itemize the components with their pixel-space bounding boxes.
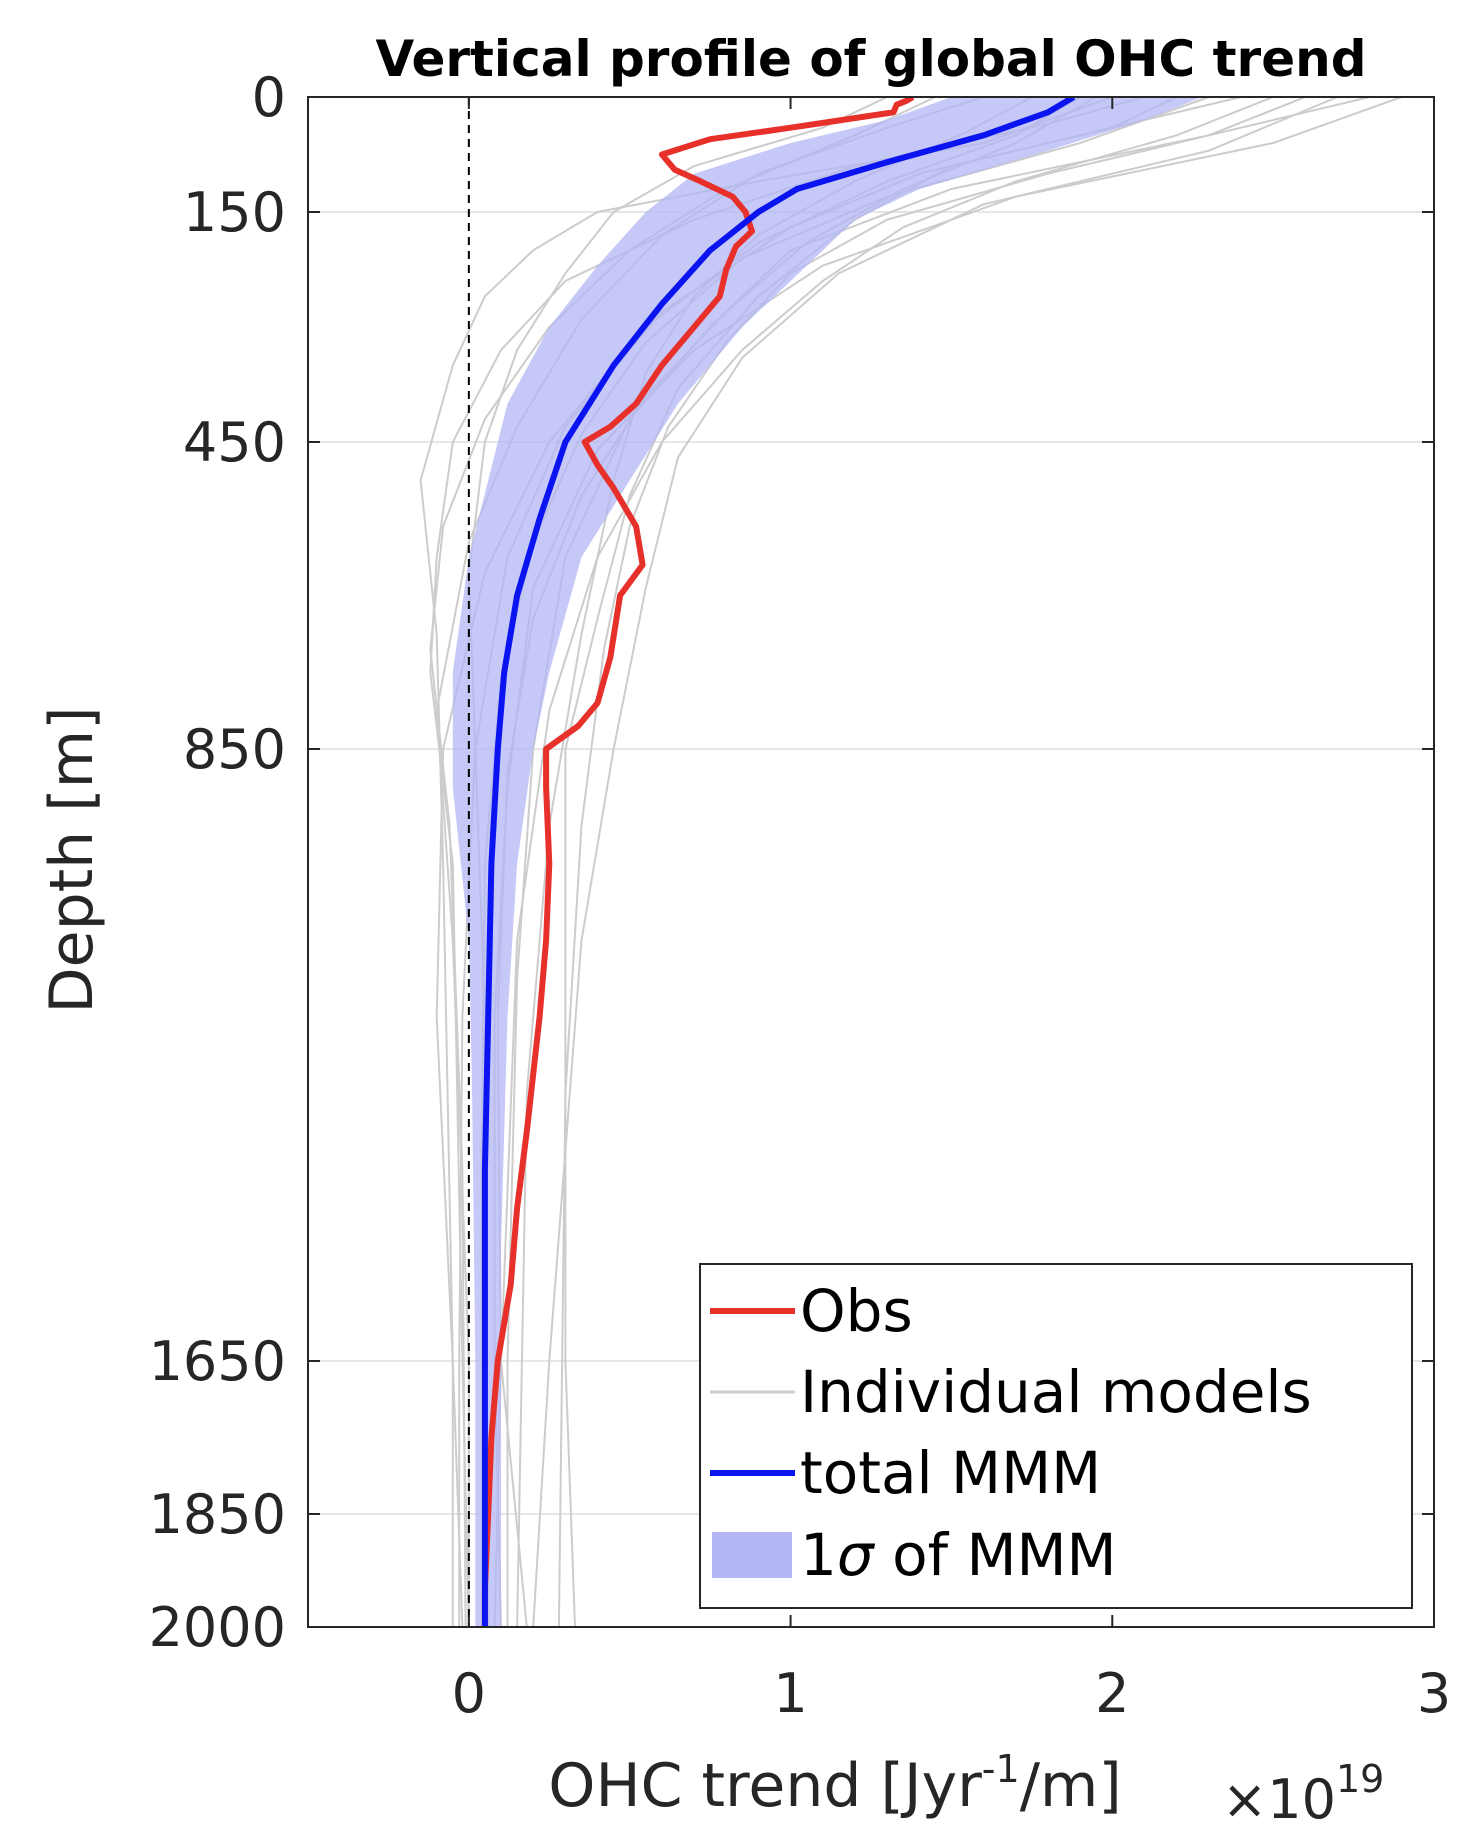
y-tick-label: 1850 <box>149 1483 286 1546</box>
y-tick-label: 1650 <box>149 1330 286 1393</box>
total-mmm-line <box>481 97 1076 1627</box>
y-tick-label: 850 <box>183 718 286 781</box>
legend-label-individual-models: Individual models <box>800 1358 1312 1426</box>
x-tick-label: 1 <box>773 1662 807 1725</box>
plot-frame <box>307 96 1435 1628</box>
x-axis-multiplier-exponent: 19 <box>1336 1757 1384 1801</box>
x-tick-label: 2 <box>1095 1662 1129 1725</box>
x-axis-multiplier: ×1019 <box>1222 1757 1384 1831</box>
legend-box <box>699 1263 1413 1609</box>
y-axis-ticks: 0 150 450 850 1650 1850 2000 <box>149 66 1434 1659</box>
x-axis-ticks: 0 1 2 3 <box>452 97 1451 1725</box>
y-axis-label: Depth [m] <box>37 706 107 1013</box>
obs-line <box>481 97 915 1627</box>
y-tick-label: 150 <box>183 181 286 244</box>
legend-label-obs: Obs <box>800 1277 913 1345</box>
legend: Obs Individual models total MMM 1σ of MM… <box>699 1263 1413 1609</box>
chart-title: Vertical profile of global OHC trend <box>376 30 1367 88</box>
x-tick-label: 0 <box>452 1662 486 1725</box>
x-axis-label-superscript: -1 <box>982 1747 1020 1791</box>
x-tick-label: 3 <box>1417 1662 1451 1725</box>
y-tick-label: 2000 <box>149 1596 286 1659</box>
legend-swatch-sigma-band <box>712 1532 792 1578</box>
individual-model-line <box>557 97 1370 1627</box>
y-tick-label: 450 <box>183 411 286 474</box>
individual-model-line <box>493 97 1274 1627</box>
legend-label-total-mmm: total MMM <box>800 1439 1101 1507</box>
legend-label-sigma-band: 1σ of MMM <box>800 1521 1117 1589</box>
y-tick-label: 0 <box>252 66 286 129</box>
series-lines <box>481 97 1076 1627</box>
individual-model-line <box>532 97 1338 1627</box>
x-axis-label: OHC trend [Jyr-1/m] <box>548 1747 1122 1821</box>
